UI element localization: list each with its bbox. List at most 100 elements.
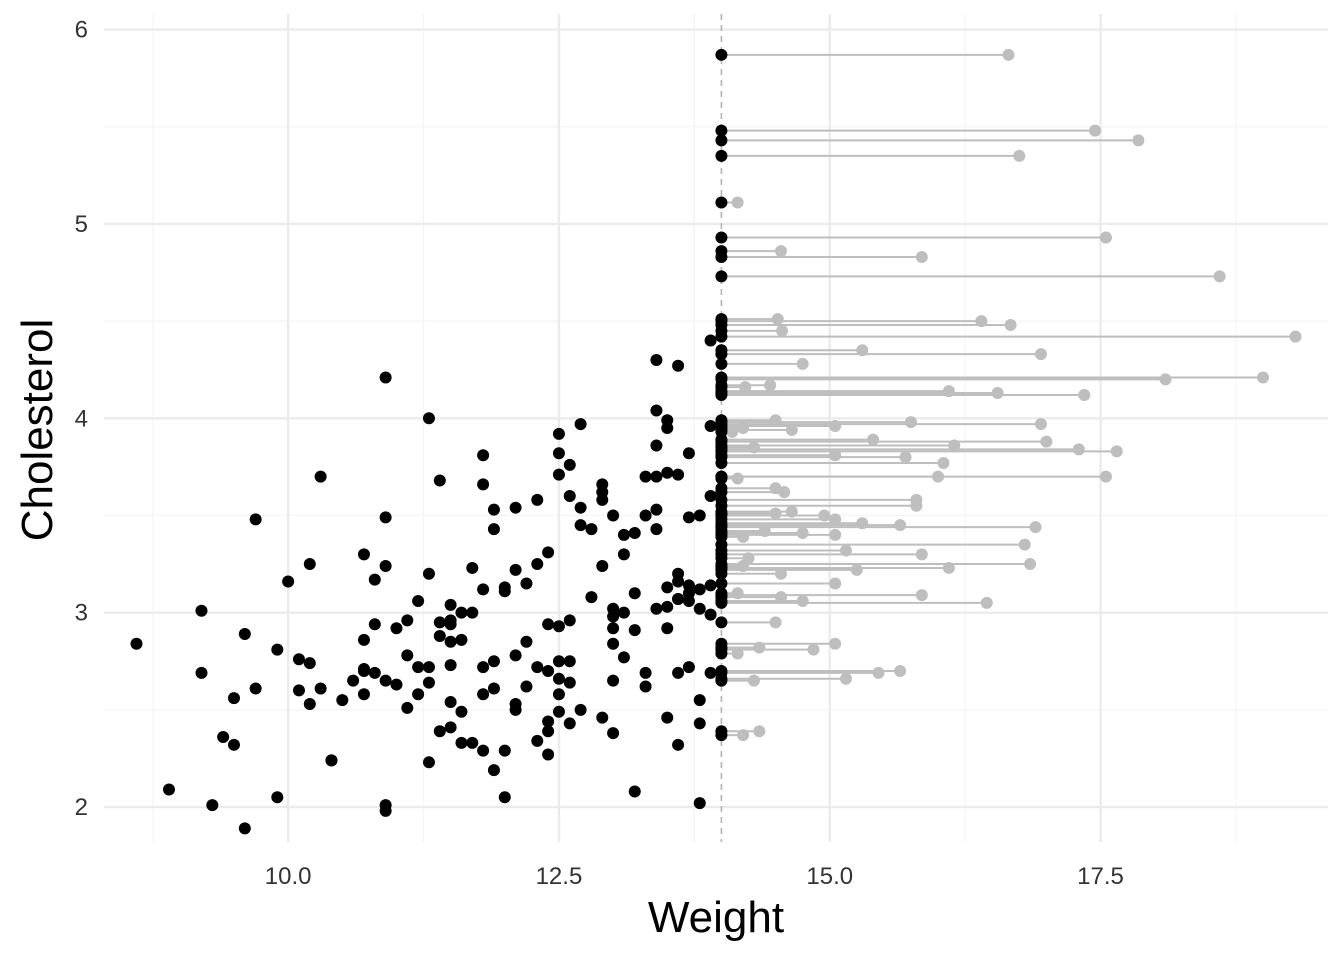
- censored-point: [737, 560, 750, 572]
- data-point: [704, 420, 717, 433]
- censored-point: [894, 519, 907, 532]
- data-point: [607, 610, 620, 623]
- data-point: [617, 651, 630, 664]
- data-point: [412, 661, 425, 674]
- data-point: [487, 655, 500, 668]
- data-point: [552, 705, 565, 718]
- data-point: [661, 600, 674, 613]
- censored-point: [894, 664, 907, 677]
- censored-point: [764, 379, 777, 392]
- data-point: [466, 736, 479, 749]
- major-grid: [104, 14, 1328, 842]
- threshold-point: [715, 124, 728, 137]
- data-point: [682, 661, 695, 674]
- censored-point: [1072, 443, 1085, 456]
- data-point: [563, 676, 576, 689]
- data-point: [617, 528, 630, 541]
- censored-point: [829, 449, 842, 462]
- censored-point: [1110, 445, 1123, 458]
- data-point: [433, 629, 446, 642]
- data-point: [444, 696, 457, 709]
- data-point: [552, 655, 565, 668]
- data-point: [585, 591, 598, 604]
- data-point: [271, 791, 284, 804]
- censored-point: [1002, 48, 1015, 61]
- data-point: [379, 560, 392, 572]
- data-point: [368, 618, 381, 631]
- censored-point: [807, 643, 820, 656]
- censoring-segments: [721, 53, 1296, 737]
- threshold-point: [715, 348, 728, 361]
- censored-points: [726, 48, 1302, 742]
- data-point: [357, 633, 370, 646]
- data-point: [477, 583, 490, 596]
- data-point: [650, 523, 663, 536]
- data-point: [130, 637, 143, 650]
- data-point: [639, 470, 652, 483]
- censored-point: [915, 589, 928, 602]
- data-point: [552, 620, 565, 633]
- data-point: [607, 637, 620, 650]
- censored-point: [774, 245, 787, 258]
- censored-point: [753, 641, 766, 654]
- censored-point: [753, 725, 766, 738]
- data-point: [628, 624, 641, 637]
- data-point: [563, 717, 576, 730]
- data-point: [422, 756, 435, 769]
- censored-point: [904, 416, 917, 429]
- data-point: [509, 649, 522, 662]
- data-point: [617, 548, 630, 561]
- data-point: [195, 666, 208, 679]
- data-point: [433, 474, 446, 487]
- data-point: [531, 661, 544, 674]
- data-point: [596, 711, 609, 724]
- censored-point: [850, 563, 863, 576]
- censored-point: [867, 433, 880, 446]
- censored-point: [1024, 558, 1037, 571]
- data-point: [314, 470, 327, 483]
- censored-point: [856, 517, 869, 530]
- data-point: [661, 581, 674, 594]
- y-tick-label: 4: [75, 405, 88, 432]
- censored-point: [1289, 330, 1302, 343]
- data-point: [509, 501, 522, 514]
- data-point: [574, 418, 587, 431]
- data-point: [433, 725, 446, 738]
- data-point: [498, 585, 511, 598]
- x-tick-label: 17.5: [1077, 863, 1124, 890]
- threshold-point: [715, 196, 728, 209]
- x-tick-label: 15.0: [806, 863, 853, 890]
- censored-point: [932, 470, 945, 483]
- y-tick-labels: 2 3 4 5 6: [75, 17, 88, 821]
- censored-point: [731, 587, 744, 600]
- data-point: [639, 666, 652, 679]
- data-point: [206, 799, 219, 812]
- censored-point: [731, 647, 744, 660]
- data-point: [693, 797, 706, 810]
- data-point: [422, 661, 435, 674]
- threshold-point: [715, 456, 728, 469]
- data-point: [379, 674, 392, 687]
- data-point: [336, 694, 349, 707]
- data-point: [650, 503, 663, 516]
- censored-point: [980, 596, 993, 609]
- censored-point: [1004, 318, 1017, 331]
- data-point: [477, 478, 490, 491]
- censored-point: [839, 544, 852, 557]
- data-point: [607, 509, 620, 522]
- data-point: [682, 511, 695, 524]
- threshold-point: [715, 231, 728, 244]
- data-point: [444, 721, 457, 734]
- data-point: [390, 678, 403, 691]
- censored-point: [937, 456, 950, 469]
- data-point: [401, 649, 414, 662]
- threshold-point: [715, 616, 728, 629]
- y-tick-label: 3: [75, 600, 88, 627]
- data-point: [282, 575, 295, 588]
- data-point: [650, 353, 663, 366]
- data-point: [314, 682, 327, 695]
- data-point: [357, 663, 370, 676]
- data-point: [357, 548, 370, 561]
- data-point: [368, 573, 381, 586]
